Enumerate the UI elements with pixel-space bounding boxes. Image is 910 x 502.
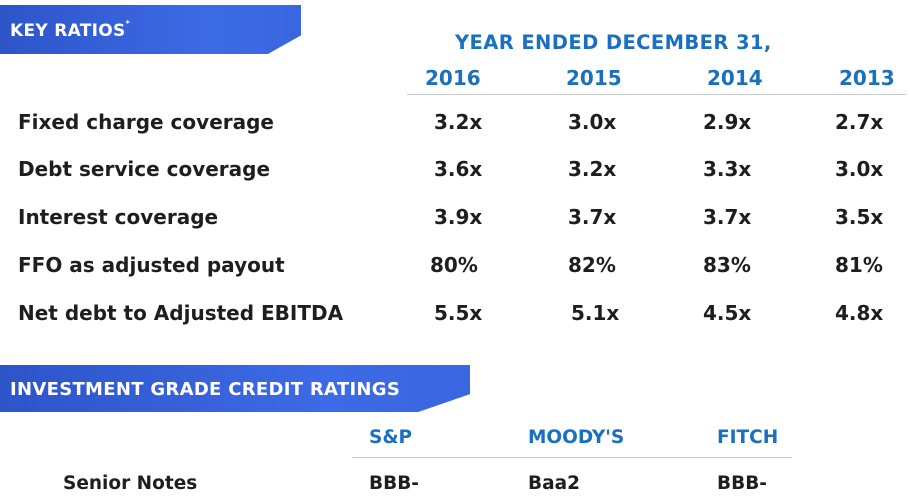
header-divider: [407, 94, 906, 95]
table-cell: 3.9x: [434, 205, 483, 229]
table-cell: 3.2x: [434, 110, 483, 134]
row-label-net-debt: Net debt to Adjusted EBITDA: [18, 301, 344, 325]
credit-ratings-banner: INVESTMENT GRADE CREDIT RATINGS: [0, 365, 470, 412]
table-cell: 4.8x: [835, 301, 884, 325]
year-header-2014: 2014: [707, 66, 763, 90]
table-cell: BBB-: [717, 473, 767, 494]
table-cell: 3.2x: [568, 157, 617, 181]
table-cell: 2.9x: [703, 110, 752, 134]
key-ratios-title: KEY RATIOS*: [10, 19, 131, 41]
table-cell: 5.1x: [571, 301, 620, 325]
row-label-senior-notes: Senior Notes: [63, 473, 198, 494]
table-cell: 5.5x: [434, 301, 483, 325]
row-label-debt-service: Debt service coverage: [18, 157, 271, 181]
table-cell: 3.7x: [568, 205, 617, 229]
row-label-fixed-charge: Fixed charge coverage: [18, 110, 274, 134]
agency-header-fitch: FITCH: [717, 427, 779, 448]
row-label-interest-coverage: Interest coverage: [18, 205, 219, 229]
table-cell: 3.3x: [703, 157, 752, 181]
footnote-mark: *: [125, 19, 131, 28]
ratings-divider: [352, 457, 792, 458]
year-header-2016: 2016: [425, 66, 481, 90]
row-label-ffo-payout: FFO as adjusted payout: [18, 253, 285, 277]
table-cell: 3.7x: [703, 205, 752, 229]
table-cell: 4.5x: [703, 301, 752, 325]
table-cell: Baa2: [528, 473, 580, 494]
table-cell: 83%: [703, 253, 751, 277]
table-cell: BBB-: [369, 473, 419, 494]
table-cell: 3.0x: [835, 157, 884, 181]
year-header-2013: 2013: [839, 66, 895, 90]
agency-header-sp: S&P: [369, 427, 413, 448]
table-cell: 80%: [430, 253, 478, 277]
table-cell: 3.6x: [434, 157, 483, 181]
table-cell: 81%: [835, 253, 883, 277]
table-cell: 3.0x: [568, 110, 617, 134]
table-cell: 82%: [568, 253, 616, 277]
agency-header-moodys: MOODY'S: [528, 427, 625, 448]
table-cell: 2.7x: [835, 110, 884, 134]
credit-ratings-title: INVESTMENT GRADE CREDIT RATINGS: [10, 379, 401, 400]
table-cell: 3.5x: [835, 205, 884, 229]
period-header: YEAR ENDED DECEMBER 31,: [455, 31, 772, 54]
key-ratios-banner: KEY RATIOS*: [0, 5, 301, 54]
year-header-2015: 2015: [566, 66, 622, 90]
